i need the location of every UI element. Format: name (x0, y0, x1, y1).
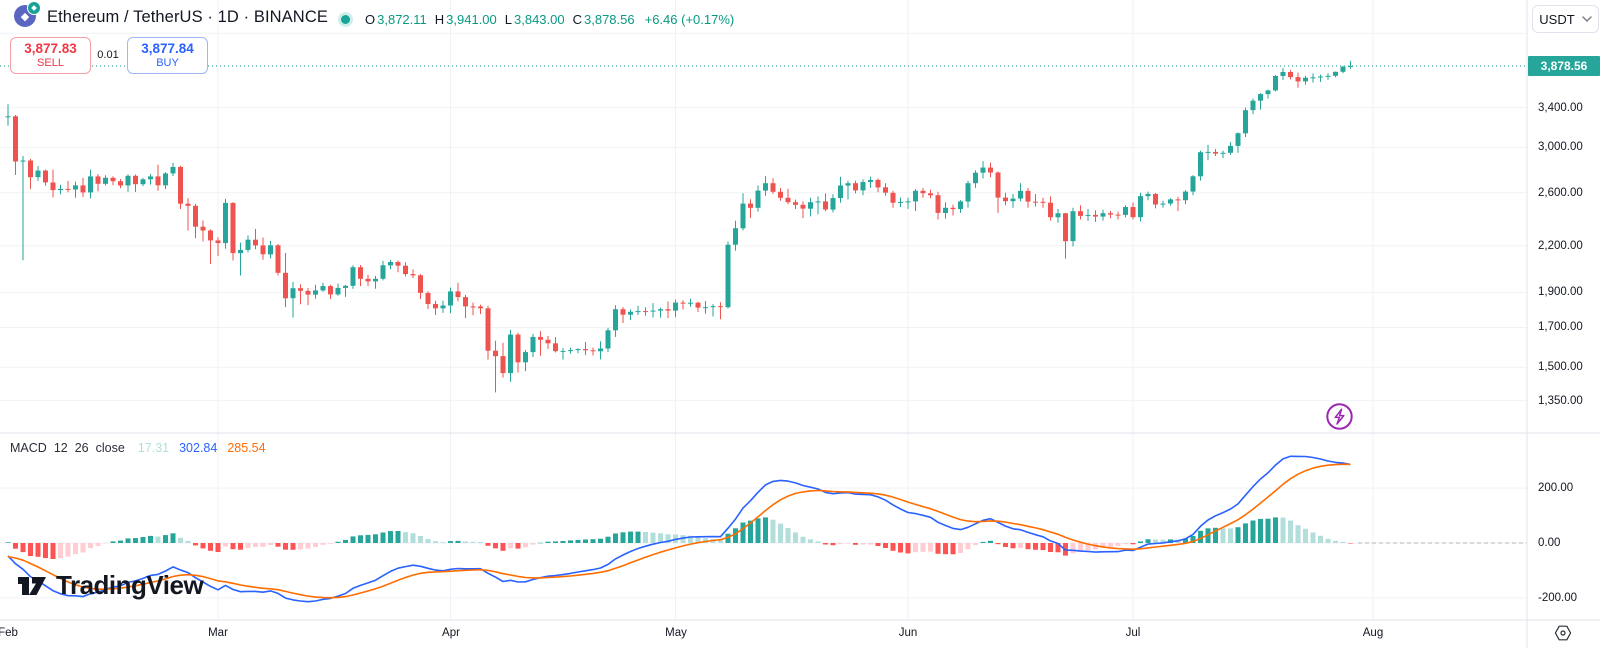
spread-value: 0.01 (91, 45, 125, 64)
price-tick-label[interactable]: 2,200.00 (1538, 240, 1583, 252)
watermark-text: TradingView (56, 570, 204, 600)
macd-signal-line (7, 463, 1351, 599)
candlestick-series (5, 60, 1353, 393)
price-tick-label[interactable]: 1,900.00 (1538, 286, 1583, 298)
buy-label: BUY (156, 57, 179, 70)
price-tick-label[interactable]: 1,350.00 (1538, 395, 1583, 407)
macd-source-param: close (95, 441, 125, 455)
macd-name: MACD (10, 441, 47, 455)
price-tick-label[interactable]: 1,500.00 (1538, 361, 1583, 373)
macd-tick-label[interactable]: 0.00 (1538, 537, 1561, 549)
open-label: O (365, 12, 376, 27)
macd-line-value: 302.84 (179, 441, 218, 455)
hexagon-icon (1554, 625, 1572, 640)
buy-price: 3,877.84 (141, 40, 194, 56)
macd-tick-label[interactable]: -200.00 (1538, 592, 1578, 604)
macd-histogram (5, 517, 1353, 559)
time-tick-label[interactable]: Jun (898, 627, 918, 639)
close-label: C (572, 12, 582, 27)
macd-slow-param: 26 (74, 441, 89, 455)
macd-fast-param: 12 (53, 441, 68, 455)
price-tick-label[interactable]: 2,600.00 (1538, 187, 1583, 199)
symbol-title[interactable]: Ethereum / TetherUS · 1D · BINANCE (47, 7, 328, 26)
chevron-down-icon (1581, 16, 1592, 22)
ohlc-legend: O 3,872.11 H 3,941.00 L 3,843.00 C 3,878… (365, 12, 734, 27)
market-status-dot-icon[interactable] (338, 12, 353, 27)
sell-button[interactable]: 3,877.83 SELL (10, 37, 91, 74)
tradingview-logo-icon (18, 576, 46, 595)
currency-unit-button[interactable]: USDT (1532, 5, 1599, 33)
time-tick-label[interactable]: Jul (1125, 627, 1141, 639)
low-value: 3,843.00 (514, 12, 565, 27)
time-tick-label[interactable]: Mar (208, 627, 228, 639)
low-label: L (504, 12, 512, 27)
lightning-icon (1326, 403, 1353, 430)
time-tick-label[interactable]: Feb (0, 627, 18, 639)
tradingview-watermark: TradingView (16, 570, 204, 601)
last-price-badge: 3,878.56 (1528, 56, 1600, 76)
session-settings-button[interactable] (1552, 623, 1574, 642)
time-tick-label[interactable]: Apr (442, 627, 460, 639)
ethereum-logo-icon: ◆ (14, 1, 41, 29)
close-value: 3,878.56 (584, 12, 635, 27)
price-tick-label[interactable]: 1,700.00 (1538, 321, 1583, 333)
time-tick-label[interactable]: Aug (1362, 627, 1384, 639)
change-value: +6.46 (+0.17%) (644, 12, 735, 27)
macd-indicator-header[interactable]: MACD 12 26 close 17.31 302.84 285.54 (10, 441, 266, 455)
time-tick-label[interactable]: May (665, 627, 687, 639)
currency-label: USDT (1539, 11, 1575, 27)
lightning-button[interactable] (1325, 402, 1354, 431)
buy-button[interactable]: 3,877.84 BUY (127, 37, 208, 74)
macd-histogram-value: 17.31 (137, 441, 170, 455)
price-tick-label[interactable]: 3,400.00 (1538, 102, 1583, 114)
sell-label: SELL (37, 57, 64, 70)
sell-price: 3,877.83 (24, 40, 77, 56)
macd-signal-value: 285.54 (227, 441, 266, 455)
symbol-header[interactable]: ◆ Ethereum / TetherUS · 1D · BINANCE (14, 1, 328, 29)
open-value: 3,872.11 (377, 12, 427, 27)
high-label: H (434, 12, 445, 27)
high-value: 3,941.00 (446, 12, 497, 27)
macd-line (7, 455, 1351, 603)
price-tick-label[interactable]: 3,000.00 (1538, 141, 1583, 153)
macd-tick-label[interactable]: 200.00 (1538, 482, 1574, 494)
